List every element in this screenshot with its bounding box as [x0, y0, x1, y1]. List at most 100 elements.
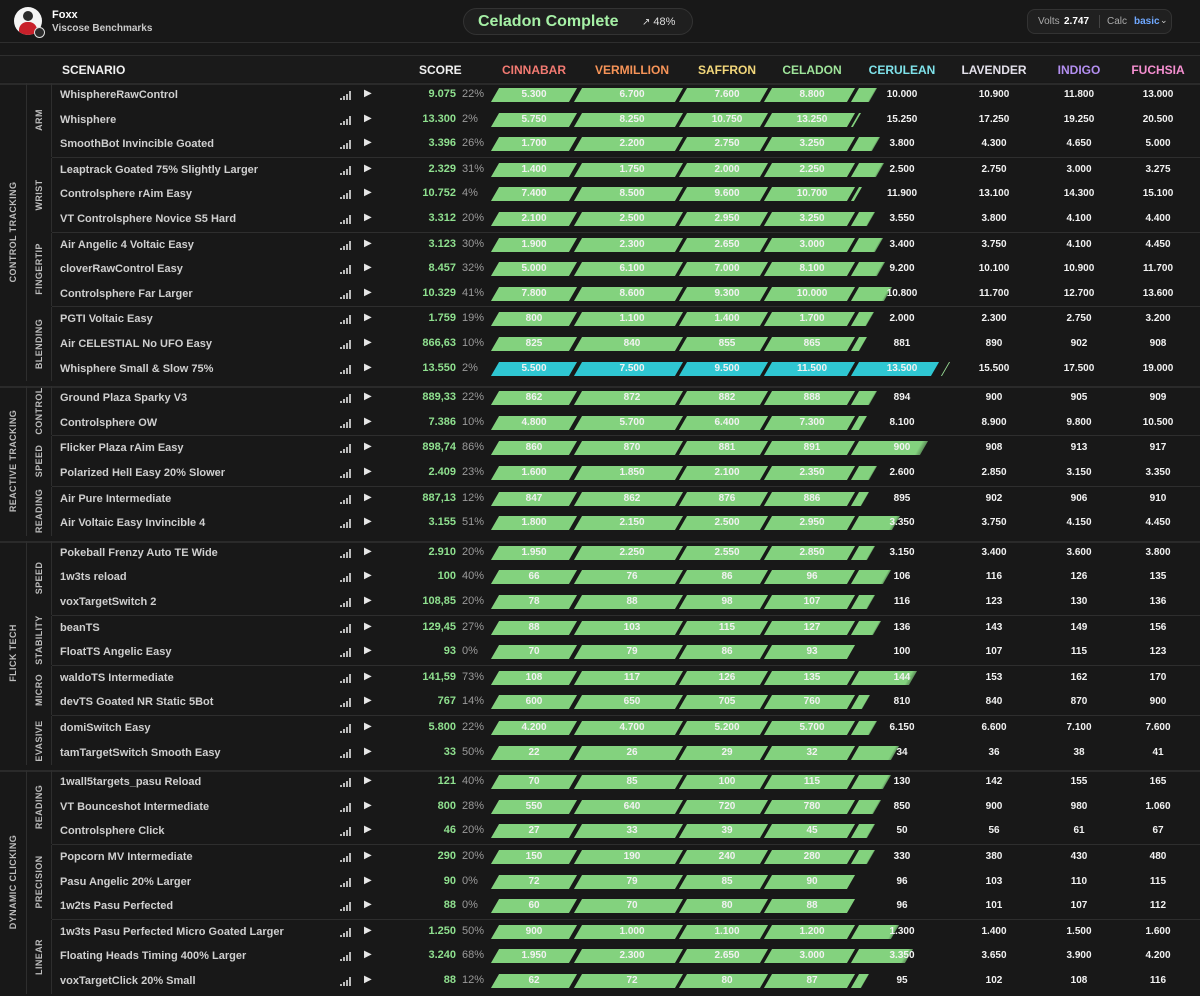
scenario-name[interactable]: Pokeball Frenzy Auto TE Wide: [60, 546, 218, 559]
scenario-name[interactable]: Air Voltaic Easy Invincible 4: [60, 517, 206, 530]
signal-bars-icon[interactable]: [340, 240, 352, 250]
scenario-row[interactable]: FloatTS Angelic Easy ▶ 93 0% 70 79 86 93 100 107 1…: [52, 640, 1200, 664]
signal-bars-icon[interactable]: [340, 315, 352, 325]
scenario-name[interactable]: SmoothBot Invincible Goated: [60, 138, 215, 151]
scenario-row[interactable]: 1w2ts Pasu Perfected ▶ 88 0% 60 70 80 88 96 101 10…: [52, 894, 1200, 918]
scenario-name[interactable]: FloatTS Angelic Easy: [60, 646, 172, 659]
play-icon[interactable]: ▶: [364, 187, 372, 199]
scenario-row[interactable]: Polarized Hell Easy 20% Slower ▶ 2.409 23% 1…: [52, 461, 1200, 485]
play-icon[interactable]: ▶: [364, 286, 372, 298]
signal-bars-icon[interactable]: [340, 519, 352, 529]
scenario-row[interactable]: Whisphere Small & Slow 75% ▶ 13.550 2% 5.500…: [52, 357, 1200, 381]
scenario-name[interactable]: WhisphereRawControl: [60, 89, 178, 101]
scenario-name[interactable]: Whisphere Small & Slow 75%: [60, 362, 214, 375]
signal-bars-icon[interactable]: [340, 394, 352, 404]
scenario-name[interactable]: VT Controlsphere Novice S5 Hard: [60, 213, 237, 225]
play-icon[interactable]: ▶: [364, 620, 372, 632]
play-icon[interactable]: ▶: [364, 949, 372, 961]
scenario-row[interactable]: Pasu Angelic 20% Larger ▶ 90 0% 72 79 85 90 96 10…: [52, 870, 1200, 894]
signal-bars-icon[interactable]: [340, 364, 352, 374]
scenario-name[interactable]: cloverRawControl Easy: [60, 263, 183, 276]
scenario-row[interactable]: Air Angelic 4 Voltaic Easy ▶ 3.123 30% 1.900…: [52, 233, 1200, 257]
signal-bars-icon[interactable]: [340, 748, 352, 758]
signal-bars-icon[interactable]: [340, 648, 352, 658]
signal-bars-icon[interactable]: [340, 444, 352, 454]
play-icon[interactable]: ▶: [364, 88, 372, 99]
signal-bars-icon[interactable]: [340, 853, 352, 862]
signal-bars-icon[interactable]: [340, 698, 352, 708]
signal-bars-icon[interactable]: [340, 598, 352, 607]
scenario-name[interactable]: Popcorn MV Intermediate: [60, 851, 193, 863]
calc-selector[interactable]: Volts 2.747 Calc basic ⌄: [1027, 9, 1172, 34]
play-icon[interactable]: ▶: [364, 721, 372, 732]
signal-bars-icon[interactable]: [340, 724, 352, 733]
scenario-name[interactable]: beanTS: [60, 621, 100, 634]
scenario-name[interactable]: Whisphere: [60, 113, 117, 126]
scenario-row[interactable]: Controlsphere OW ▶ 7.386 10% 4.800 5.700 6.400…: [52, 411, 1200, 435]
scenario-row[interactable]: 1wall5targets_pasu Reload ▶ 121 40% 70 85 100 1…: [52, 770, 1200, 794]
scenario-row[interactable]: VT Controlsphere Novice S5 Hard ▶ 3.312 20%…: [52, 207, 1200, 231]
signal-bars-icon[interactable]: [340, 91, 352, 100]
signal-bars-icon[interactable]: [340, 494, 352, 504]
signal-bars-icon[interactable]: [340, 548, 352, 558]
scenario-name[interactable]: Controlsphere rAim Easy: [60, 188, 193, 201]
signal-bars-icon[interactable]: [340, 265, 352, 275]
scenario-name[interactable]: 1wall5targets_pasu Reload: [60, 776, 202, 789]
play-icon[interactable]: ▶: [364, 262, 372, 274]
play-icon[interactable]: ▶: [364, 695, 372, 707]
scenario-name[interactable]: voxTargetSwitch 2: [60, 596, 157, 608]
scenario-column-header[interactable]: SCENARIO: [62, 63, 126, 77]
calc-value[interactable]: basic: [1134, 16, 1160, 27]
scenario-row[interactable]: Pokeball Frenzy Auto TE Wide ▶ 2.910 20% 1.9…: [52, 541, 1200, 565]
scenario-row[interactable]: Whisphere ▶ 13.300 2% 5.750 8.250 10.750 13.250…: [52, 108, 1200, 132]
chevron-down-icon[interactable]: ⌄: [1160, 15, 1168, 25]
play-icon[interactable]: ▶: [364, 645, 372, 657]
scenario-name[interactable]: 1w3ts Pasu Perfected Micro Goated Larger: [60, 925, 284, 938]
scenario-row[interactable]: Air Pure Intermediate ▶ 887,13 12% 847 862 876…: [52, 487, 1200, 511]
signal-bars-icon[interactable]: [340, 802, 352, 812]
scenario-row[interactable]: voxTargetSwitch 2 ▶ 108,85 20% 78 88 98 107 116 1…: [52, 590, 1200, 614]
signal-bars-icon[interactable]: [340, 573, 352, 583]
scenario-name[interactable]: Flicker Plaza rAim Easy: [60, 442, 184, 455]
signal-bars-icon[interactable]: [340, 115, 352, 125]
signal-bars-icon[interactable]: [340, 418, 352, 428]
avatar[interactable]: [14, 7, 42, 35]
scenario-name[interactable]: 1w3ts reload: [60, 571, 127, 584]
scenario-name[interactable]: Polarized Hell Easy 20% Slower: [60, 467, 226, 479]
scenario-name[interactable]: Air Pure Intermediate: [60, 492, 172, 505]
scenario-row[interactable]: SmoothBot Invincible Goated ▶ 3.396 26% 1.70…: [52, 132, 1200, 156]
signal-bars-icon[interactable]: [340, 215, 352, 224]
scenario-name[interactable]: 1w2ts Pasu Perfected: [60, 900, 174, 913]
play-icon[interactable]: ▶: [364, 491, 372, 503]
scenario-name[interactable]: PGTI Voltaic Easy: [60, 313, 153, 326]
signal-bars-icon[interactable]: [340, 469, 352, 478]
signal-bars-icon[interactable]: [340, 289, 352, 299]
signal-bars-icon[interactable]: [340, 902, 352, 912]
play-icon[interactable]: ▶: [364, 545, 372, 557]
play-icon[interactable]: ▶: [364, 466, 372, 477]
play-icon[interactable]: ▶: [364, 237, 372, 249]
scenario-row[interactable]: Leaptrack Goated 75% Slightly Larger ▶ 2.3…: [52, 158, 1200, 182]
scenario-name[interactable]: waldoTS Intermediate: [60, 671, 174, 684]
scenario-row[interactable]: Controlsphere rAim Easy ▶ 10.752 4% 7.400 8.5…: [52, 182, 1200, 206]
signal-bars-icon[interactable]: [340, 778, 352, 788]
play-icon[interactable]: ▶: [364, 799, 372, 811]
scenario-row[interactable]: Ground Plaza Sparky V3 ▶ 889,33 22% 862 872 88…: [52, 386, 1200, 410]
signal-bars-icon[interactable]: [340, 140, 352, 150]
scenario-row[interactable]: beanTS ▶ 129,45 27% 88 103 115 127 136 143 149 156: [52, 616, 1200, 640]
scenario-row[interactable]: devTS Goated NR Static 5Bot ▶ 767 14% 600 650…: [52, 690, 1200, 714]
scenario-name[interactable]: Ground Plaza Sparky V3: [60, 392, 188, 405]
scenario-row[interactable]: domiSwitch Easy ▶ 5.800 22% 4.200 4.700 5.200 5…: [52, 716, 1200, 740]
play-icon[interactable]: ▶: [364, 974, 372, 985]
scenario-row[interactable]: Air Voltaic Easy Invincible 4 ▶ 3.155 51% 1.…: [52, 511, 1200, 535]
scenario-row[interactable]: Air CELESTIAL No UFO Easy ▶ 866,63 10% 825 84…: [52, 332, 1200, 356]
scenario-name[interactable]: Pasu Angelic 20% Larger: [60, 875, 192, 888]
scenario-row[interactable]: Floating Heads Timing 400% Larger ▶ 3.240 6…: [52, 944, 1200, 968]
signal-bars-icon[interactable]: [340, 877, 352, 887]
scenario-row[interactable]: 1w3ts Pasu Perfected Micro Goated Larger…: [52, 920, 1200, 944]
signal-bars-icon[interactable]: [340, 927, 352, 937]
scenario-name[interactable]: devTS Goated NR Static 5Bot: [60, 696, 214, 709]
scenario-name[interactable]: Controlsphere Far Larger: [60, 287, 193, 300]
play-icon[interactable]: ▶: [364, 874, 372, 886]
scenario-name[interactable]: voxTargetClick 20% Small: [60, 975, 196, 987]
